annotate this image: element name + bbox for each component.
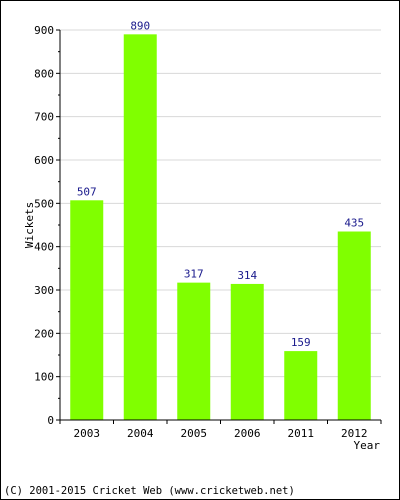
y-tick-label: 500	[34, 197, 54, 210]
bar	[123, 34, 157, 420]
y-axis-title: Wickets	[23, 202, 36, 248]
y-tick-label: 800	[34, 67, 54, 80]
data-label: 890	[130, 19, 150, 32]
x-tick-label: 2005	[181, 427, 208, 440]
y-tick-label: 700	[34, 111, 54, 124]
y-tick-label: 400	[34, 241, 54, 254]
x-axis-title: Year	[354, 439, 381, 452]
data-label: 435	[344, 217, 364, 230]
data-label: 314	[237, 269, 257, 282]
y-tick-label: 0	[47, 414, 54, 427]
data-label: 507	[77, 185, 97, 198]
x-tick-label: 2011	[288, 427, 315, 440]
y-tick-label: 600	[34, 154, 54, 167]
data-label: 317	[184, 268, 204, 281]
x-tick-label: 2006	[234, 427, 261, 440]
y-tick-label: 300	[34, 284, 54, 297]
x-tick-label: 2004	[127, 427, 154, 440]
bar	[177, 282, 211, 420]
copyright-text: (C) 2001-2015 Cricket Web (www.cricketwe…	[4, 485, 295, 497]
x-tick-label: 2003	[74, 427, 101, 440]
bar	[337, 231, 371, 420]
y-tick-label: 200	[34, 327, 54, 340]
bar	[70, 200, 104, 420]
x-tick-label: 2012	[341, 427, 368, 440]
y-tick-label: 900	[34, 24, 54, 37]
bar	[230, 283, 264, 420]
bar	[284, 351, 318, 420]
y-tick-label: 100	[34, 371, 54, 384]
data-label: 159	[291, 336, 311, 349]
